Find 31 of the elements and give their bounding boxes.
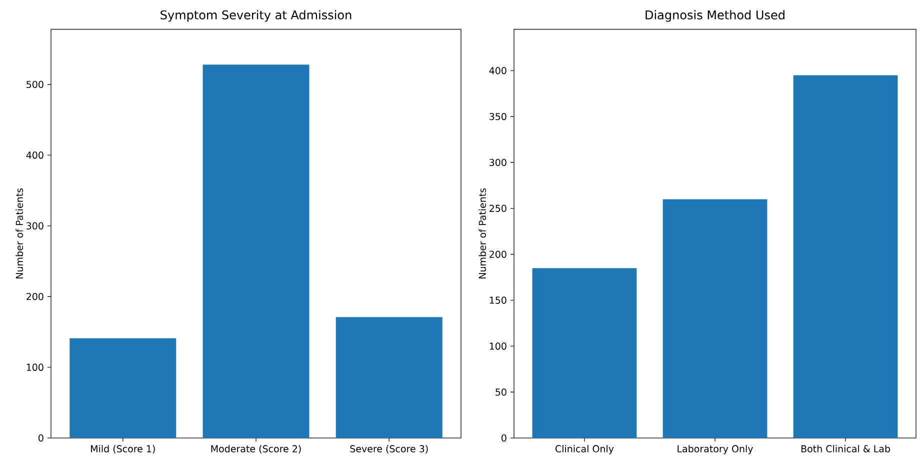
- x-tick-label: Both Clinical & Lab: [801, 445, 890, 452]
- y-tick-label: 50: [496, 388, 506, 396]
- bar: [202, 64, 310, 438]
- x-tick-label: Mild (Score 1): [91, 445, 155, 454]
- y-tick-label: 400: [489, 67, 506, 74]
- y-tick-label: 350: [490, 112, 506, 120]
- y-axis-title: Number of Patients: [16, 188, 23, 278]
- chart-title: Diagnosis Method Used: [646, 10, 784, 22]
- bar: [662, 199, 768, 438]
- bar: [793, 75, 898, 438]
- y-tick-label: 150: [490, 296, 506, 304]
- y-tick-label: 250: [490, 204, 506, 212]
- bar: [532, 268, 637, 438]
- x-tick-label: Moderate (Score 2): [211, 445, 301, 454]
- x-tick-label: Laboratory Only: [678, 445, 753, 454]
- y-tick-label: 200: [490, 250, 506, 258]
- y-tick-label: 400: [26, 152, 44, 159]
- y-axis-title: Number of Patients: [478, 188, 486, 278]
- y-tick-label: 300: [26, 222, 44, 230]
- y-tick-label: 0: [38, 434, 44, 442]
- x-tick-label: Clinical Only: [556, 445, 614, 454]
- bar: [336, 317, 442, 438]
- x-tick-label: Severe (Score 3): [350, 445, 428, 454]
- y-tick-label: 100: [26, 364, 44, 371]
- bar: [70, 338, 176, 438]
- y-tick-label: 200: [26, 292, 44, 300]
- y-tick-label: 100: [490, 342, 506, 350]
- y-tick-label: 500: [26, 80, 44, 88]
- y-tick-label: 300: [490, 158, 506, 166]
- y-tick-label: 0: [502, 434, 506, 442]
- chart-title: Symptom Severity at Admission: [160, 10, 352, 22]
